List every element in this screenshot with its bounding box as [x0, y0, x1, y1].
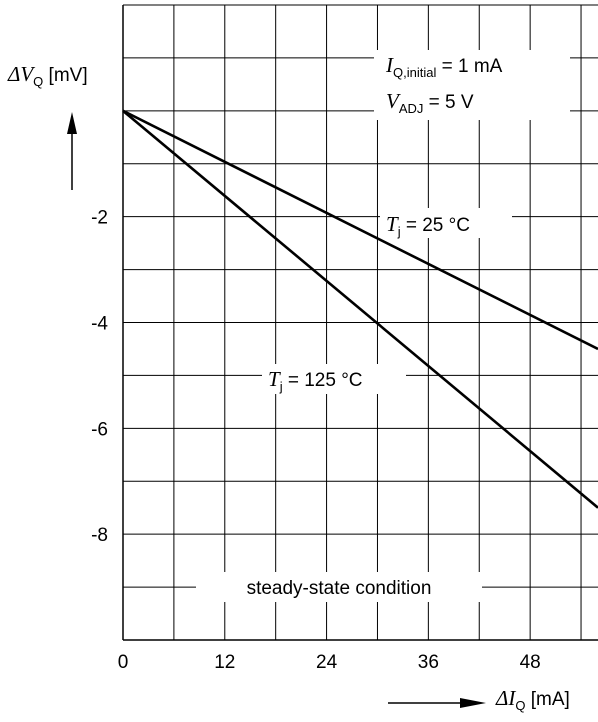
footer-bg: [196, 572, 482, 602]
conditions-box: [374, 50, 570, 120]
series-label-125c: Tj = 125 °C: [268, 367, 363, 394]
series-line-0: [122, 109, 598, 351]
series-line-1: [122, 109, 598, 509]
series: [122, 109, 598, 509]
y-tick-label: -4: [91, 314, 108, 335]
y-tick-label: -8: [91, 525, 108, 546]
x-tick-label: 48: [520, 652, 541, 673]
tick-labels: 0 12 24 36 48 -2 -4 -6 -8: [91, 208, 541, 673]
series-label-bg-25: [380, 208, 512, 238]
condition-vadj: VADJ = 5 V: [386, 89, 474, 116]
y-axis-title: ΔVQ [mV]: [7, 62, 88, 89]
steady-state-note: steady-state condition: [247, 578, 432, 599]
x-tick-label: 0: [118, 652, 129, 673]
x-tick-label: 36: [418, 652, 439, 673]
svg-text:ΔVQ [mV]: ΔVQ [mV]: [7, 62, 88, 89]
svg-text:ΔIQ [mA]: ΔIQ [mA]: [495, 686, 570, 713]
condition-iq-initial: IQ,initial = 1 mA: [385, 53, 503, 80]
x-tick-label: 24: [316, 652, 338, 673]
y-tick-label: -2: [91, 208, 108, 229]
series-label-25c: Tj = 25 °C: [386, 212, 470, 239]
y-tick-label: -6: [91, 419, 108, 440]
x-tick-label: 12: [214, 652, 235, 673]
x-axis-title: ΔIQ [mA]: [495, 686, 570, 713]
x-axis-arrow: [388, 698, 486, 708]
y-axis-arrow: [67, 112, 77, 190]
series-label-bg-125: [262, 364, 406, 394]
